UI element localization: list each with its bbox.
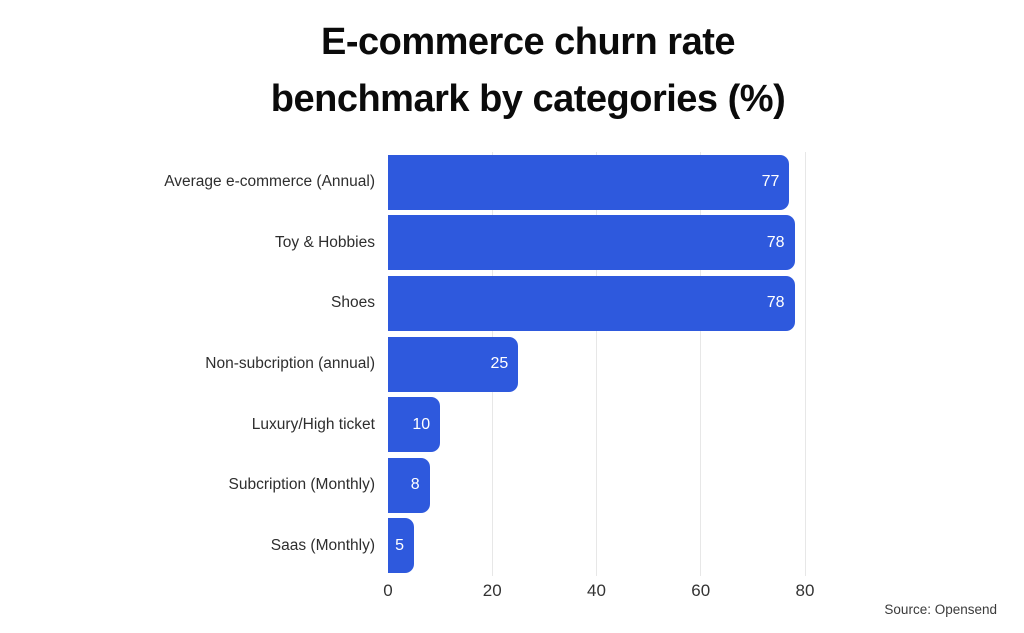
bar-track: 78: [388, 215, 1024, 271]
bar-row: Average e-commerce (Annual) 77: [0, 152, 1024, 213]
category-label: Toy & Hobbies: [275, 233, 375, 251]
category-label: Luxury/High ticket: [251, 415, 375, 433]
bar: 5: [388, 518, 415, 574]
bar: 77: [388, 154, 790, 210]
bar-row: Luxury/High ticket 10: [0, 394, 1024, 455]
category-label: Non-subcription (annual): [205, 355, 375, 373]
bar-row: Toy & Hobbies 78: [0, 213, 1024, 274]
bar-value-label: 10: [412, 415, 431, 433]
bar-track: 5: [388, 518, 1024, 574]
bar-value-label: 78: [766, 233, 785, 251]
x-tick-label: 80: [795, 581, 815, 600]
bar-track: 78: [388, 275, 1024, 331]
bar: 25: [388, 336, 519, 392]
x-axis: 0 20 40 60 80: [0, 576, 1024, 604]
bar-track: 10: [388, 397, 1024, 453]
chart-title: E-commerce churn rate benchmark by catego…: [0, 0, 1024, 128]
bar-chart: Average e-commerce (Annual) 77 Toy & Hobbi…: [0, 152, 1024, 604]
bar-value-label: 8: [410, 476, 420, 494]
bar: 8: [388, 457, 430, 513]
gridline: [596, 152, 597, 576]
x-tick-label: 60: [691, 581, 711, 600]
x-tick-label: 20: [482, 581, 502, 600]
bar-value-label: 77: [761, 173, 780, 191]
bar-value-label: 25: [490, 355, 509, 373]
bar-track: 25: [388, 336, 1024, 392]
chart-title-line2: benchmark by categories (%): [270, 78, 786, 120]
x-tick-label: 40: [587, 581, 606, 600]
chart-title-line1: E-commerce churn rate: [321, 21, 736, 63]
bar-row: Subcription (Monthly) 8: [0, 455, 1024, 516]
bar-rows: Average e-commerce (Annual) 77 Toy & Hobbi…: [0, 152, 1024, 576]
bar-track: 8: [388, 457, 1024, 513]
bar-value-label: 5: [395, 536, 405, 554]
bar-row: Shoes 78: [0, 273, 1024, 334]
bar: 78: [388, 275, 795, 331]
category-label: Subcription (Monthly): [228, 476, 375, 494]
category-label: Shoes: [331, 294, 375, 312]
source-note: Source: Opensend: [884, 602, 997, 617]
bar-value-label: 78: [766, 294, 785, 312]
bar: 78: [388, 215, 795, 271]
gridline: [700, 152, 702, 576]
gridline: [804, 152, 806, 576]
category-label: Saas (Monthly): [270, 536, 375, 554]
category-label: Average e-commerce (Annual): [164, 173, 375, 191]
bar-row: Saas (Monthly) 5: [0, 515, 1024, 576]
bar: 10: [388, 397, 441, 453]
bar-track: 77: [388, 154, 1024, 210]
bar-row: Non-subcription (annual) 25: [0, 334, 1024, 395]
x-tick-label: 0: [383, 581, 393, 600]
